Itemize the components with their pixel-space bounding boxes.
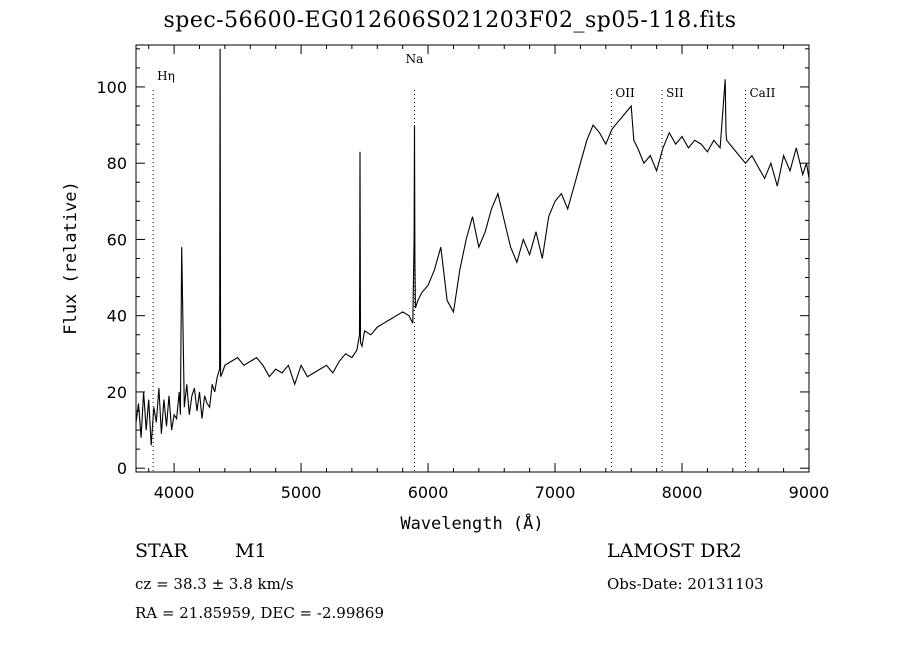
spectrum-line	[135, 48, 810, 446]
x-tick-label: 7000	[535, 483, 576, 502]
line-marker-label: Na	[406, 52, 424, 66]
x-tick-label: 6000	[408, 483, 449, 502]
redshift-readout: cz = 38.3 ± 3.8 km/s	[135, 575, 294, 593]
plot-frame	[135, 44, 810, 473]
x-tick-label: 5000	[281, 483, 322, 502]
x-tick-label: 4000	[154, 483, 195, 502]
line-marker-label: SII	[666, 86, 684, 100]
y-tick-label: 80	[107, 154, 127, 173]
x-tick-label: 8000	[662, 483, 703, 502]
y-tick-label: 0	[117, 459, 127, 478]
object-type: STAR	[135, 540, 188, 562]
line-marker-label: CaII	[750, 86, 776, 100]
y-tick-label: 100	[96, 78, 127, 97]
ra-dec-readout: RA = 21.85959, DEC = -2.99869	[135, 604, 384, 622]
spectrum-series	[135, 48, 810, 446]
obs-date: Obs-Date: 20131103	[607, 575, 764, 593]
x-tick-label: 9000	[789, 483, 830, 502]
y-axis-label: Flux (relative)	[61, 181, 81, 335]
chart-title: spec-56600-EG012606S021203F02_sp05-118.f…	[163, 8, 737, 33]
x-axis-label: Wavelength (Å)	[400, 512, 543, 534]
line-marker-label: Hη	[157, 69, 175, 83]
line-markers: Hη Na OII SII CaII	[152, 52, 776, 472]
y-tick-label: 20	[107, 383, 127, 402]
axis-ticks: 4000 5000 6000 7000 8000 9000 0 20 40 60 80 100	[96, 45, 829, 502]
object-class: M1	[235, 540, 267, 562]
y-tick-label: 40	[107, 307, 127, 326]
survey-name: LAMOST DR2	[607, 540, 742, 562]
line-marker-label: OII	[615, 86, 635, 100]
y-tick-label: 60	[107, 230, 127, 249]
